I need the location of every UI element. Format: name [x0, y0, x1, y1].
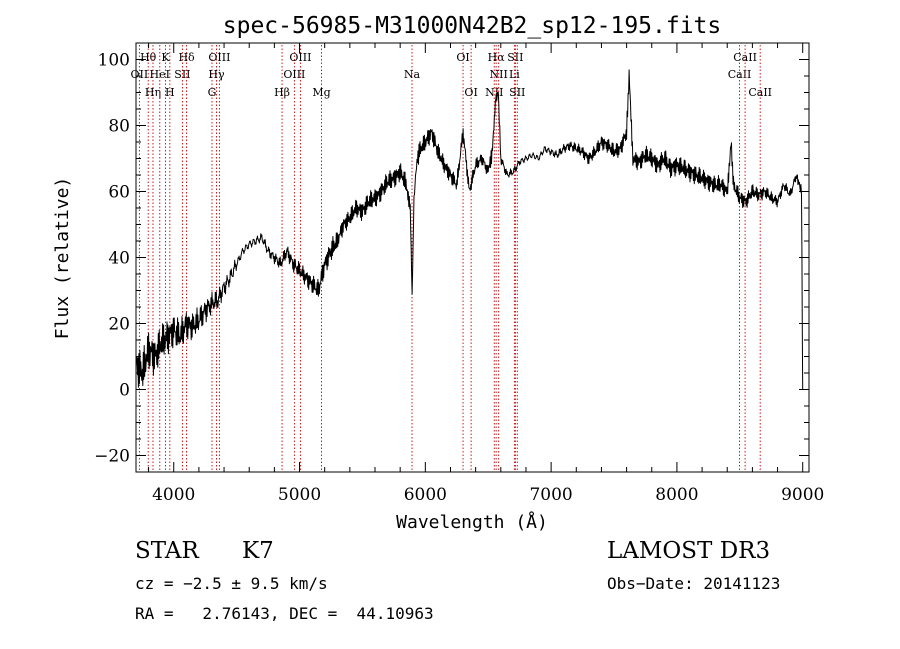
line-marker-label: Hδ: [178, 51, 195, 64]
line-marker-label: Li: [509, 68, 520, 81]
plot-frame: [135, 42, 810, 473]
y-tick-label: 20: [108, 315, 130, 335]
x-tick-label: 4000: [152, 485, 195, 505]
line-marker-label: Mg: [312, 86, 330, 99]
line-marker-label: H: [165, 86, 175, 99]
y-tick-label: 80: [108, 117, 130, 137]
y-axis-label: Flux (relative): [52, 177, 73, 340]
line-marker-label: SII: [507, 51, 523, 64]
line-marker-label: Na: [404, 68, 421, 81]
line-marker-label: SII: [509, 86, 525, 99]
line-marker-label: HeI: [150, 68, 170, 81]
survey-label: LAMOST DR3: [607, 538, 771, 564]
redshift-value: cz = −2.5 ± 9.5 km/s: [135, 574, 328, 593]
y-tick-label: 100: [98, 51, 130, 71]
spectrum-series: [135, 69, 804, 390]
x-tick-label: 6000: [404, 485, 447, 505]
y-tick-label: 0: [119, 381, 130, 401]
line-marker-label: OII: [131, 68, 149, 81]
line-marker-label: NII: [485, 86, 503, 99]
line-marker-label: CaII: [728, 68, 752, 81]
line-marker-label: CaII: [733, 51, 757, 64]
line-marker-label: SII: [174, 68, 190, 81]
line-marker-label: Hβ: [274, 86, 290, 99]
line-marker-label: Hη: [145, 86, 161, 99]
y-tick-label: −20: [94, 447, 130, 467]
x-tick-label: 9000: [781, 485, 824, 505]
coordinates: RA = 2.76143, DEC = 44.10963: [135, 604, 434, 623]
line-marker-label: Hθ: [140, 51, 157, 64]
line-marker-label: CaII: [748, 86, 772, 99]
x-tick-label: 7000: [529, 485, 572, 505]
obs-date: Obs−Date: 20141123: [607, 574, 781, 593]
line-marker-label: K: [161, 51, 170, 64]
y-tick-label: 60: [108, 183, 130, 203]
x-axis: 4000 5000 6000 7000 8000 9000: [148, 43, 824, 505]
line-marker-label: OIII: [208, 51, 230, 64]
line-marker-label: OIII: [289, 51, 311, 64]
line-marker-label: OI: [456, 51, 469, 64]
y-tick-label: 40: [108, 249, 130, 269]
line-marker-label: OIII: [283, 68, 305, 81]
flux-line: [135, 69, 804, 390]
line-marker-label: Hγ: [208, 68, 225, 81]
line-marker-label: G: [208, 86, 217, 99]
x-axis-label: Wavelength (Å): [396, 511, 548, 533]
x-tick-label: 8000: [655, 485, 698, 505]
x-tick-label: 5000: [278, 485, 321, 505]
line-marker-label: OI: [464, 86, 477, 99]
line-marker-label: Hα: [488, 51, 506, 64]
line-marker-label: NII: [490, 68, 508, 81]
chart-title: spec-56985-M31000N42B2_sp12-195.fits: [223, 13, 722, 39]
y-axis: −20 0 20 40 60 80 100: [94, 51, 809, 467]
line-markers: OII Hθ Hη HeI K H SII Hδ G Hγ OIII Hβ OIII OIII Mg Na OI…: [131, 45, 772, 472]
object-class: STAR: [135, 538, 199, 564]
object-subclass: K7: [242, 538, 274, 564]
